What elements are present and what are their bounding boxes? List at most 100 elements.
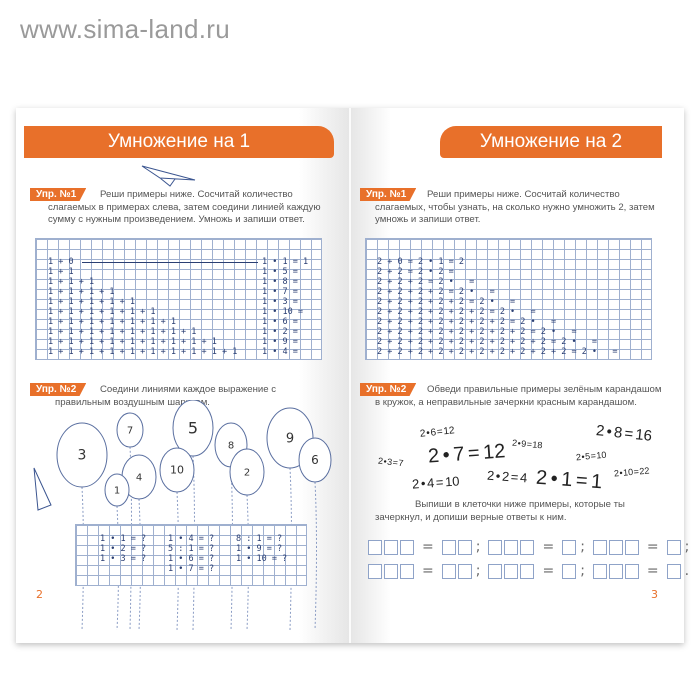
row: 1 • 4 = bbox=[262, 347, 298, 357]
exercise-tag: Упр. №1 bbox=[30, 188, 87, 201]
answer-box[interactable] bbox=[562, 563, 577, 579]
balloon-number: 4 bbox=[136, 472, 142, 483]
answer-box[interactable] bbox=[592, 539, 607, 555]
row: 2 + 2 + 2 + 2 = 2 • = bbox=[377, 287, 495, 297]
answer-box[interactable] bbox=[488, 563, 503, 579]
balloon-number: 2 bbox=[244, 467, 250, 478]
balloon-string bbox=[246, 494, 249, 630]
row: 8 : 1 = ? bbox=[236, 534, 283, 544]
row: 1 + 0 bbox=[48, 257, 74, 267]
exercise-tag: Упр. №1 bbox=[360, 188, 417, 201]
answer-box[interactable] bbox=[457, 563, 472, 579]
answer-box[interactable] bbox=[488, 539, 503, 555]
separator: ; bbox=[580, 539, 585, 555]
answer-box[interactable] bbox=[368, 563, 382, 579]
page-title: Умножение на 2 bbox=[440, 126, 662, 158]
row: 2 + 2 + 2 + 2 + 2 + 2 + 2 + 2 = 2 • = bbox=[377, 327, 577, 337]
row: 1 • 1 = ? bbox=[100, 534, 147, 544]
row: 1 • 5 = bbox=[262, 267, 298, 277]
row: 2 + 0 = 2 • 1 = 2 bbox=[377, 257, 464, 267]
row: 5 : 1 = ? bbox=[168, 544, 215, 554]
balloon-shape bbox=[229, 448, 265, 496]
exercise-tag: Упр. №2 bbox=[30, 383, 87, 396]
answer-box[interactable] bbox=[441, 539, 456, 555]
balloon-number: 3 bbox=[78, 448, 87, 464]
balloon[interactable]: 4 bbox=[121, 454, 157, 630]
balloons: 3 7 5 8 9 6 10 4 1 2 bbox=[33, 400, 332, 630]
row: 1 + 1 + 1 bbox=[48, 277, 95, 287]
balloon-shape bbox=[56, 422, 108, 488]
balloon-shape bbox=[298, 437, 332, 483]
row: 1 • 7 = bbox=[262, 287, 298, 297]
answer-box[interactable] bbox=[504, 539, 519, 555]
grid bbox=[35, 238, 322, 360]
row: 1 • 10 = bbox=[262, 307, 303, 317]
row: 2 + 2 + 2 + 2 + 2 + 2 = 2 • = bbox=[377, 307, 536, 317]
answer-box[interactable] bbox=[400, 539, 414, 555]
row: 2 + 2 + 2 + 2 + 2 + 2 + 2 + 2 + 2 = 2 • … bbox=[377, 337, 598, 347]
equals-sign: = bbox=[542, 539, 555, 555]
answer-box[interactable] bbox=[384, 563, 398, 579]
row: 1 + 1 + 1 + 1 + 1 + 1 + 1 + 1 + 1 + 1 bbox=[48, 347, 238, 357]
answer-box[interactable] bbox=[368, 539, 382, 555]
party-hat-icon bbox=[33, 467, 52, 511]
equation[interactable]: 2 • 4 = 10 bbox=[411, 473, 460, 492]
expressions-col: 1 • 4 = ? 5 : 1 = ? 1 • 6 = ? 1 • 7 = ? bbox=[168, 534, 214, 574]
separator: ; bbox=[580, 563, 585, 579]
answer-box[interactable] bbox=[666, 563, 681, 579]
paper-plane-icon bbox=[141, 165, 196, 187]
row: 1 + 1 bbox=[48, 267, 74, 277]
expressions-grid bbox=[75, 524, 307, 586]
exercise-text-2: Выпиши в клеточки ниже примеры, которые … bbox=[375, 499, 625, 523]
balloon-number: 7 bbox=[127, 425, 133, 436]
answer-box[interactable] bbox=[624, 563, 639, 579]
equation[interactable]: 2 • 2 = 4 bbox=[486, 467, 528, 486]
answer-boxes-row[interactable]: =; =; =; bbox=[368, 539, 695, 555]
balloon[interactable]: 5 bbox=[172, 400, 214, 630]
answer-box[interactable] bbox=[504, 563, 519, 579]
balloon-number: 10 bbox=[170, 464, 184, 477]
balloon[interactable]: 6 bbox=[298, 437, 332, 630]
answer-box[interactable] bbox=[457, 539, 472, 555]
answer-box[interactable] bbox=[608, 563, 623, 579]
answer-box[interactable] bbox=[592, 563, 607, 579]
answer-box[interactable] bbox=[624, 539, 639, 555]
balloon[interactable]: 2 bbox=[229, 448, 265, 630]
answer-box[interactable] bbox=[608, 539, 623, 555]
equation[interactable]: 2 • 1 = 1 bbox=[535, 466, 603, 494]
row: 1 • 10 = ? bbox=[236, 554, 288, 564]
answer-box[interactable] bbox=[384, 539, 398, 555]
row: 2 + 2 = 2 • 2 = bbox=[377, 267, 454, 277]
answer-box[interactable] bbox=[562, 539, 577, 555]
answer-box[interactable] bbox=[400, 563, 414, 579]
grid bbox=[365, 238, 652, 360]
exercise-text: Реши примеры ниже. Сосчитай количество с… bbox=[375, 189, 655, 225]
answer-box[interactable] bbox=[520, 563, 535, 579]
balloon[interactable]: 3 bbox=[56, 422, 108, 630]
page-number: 2 bbox=[36, 588, 43, 601]
balloon-number: 9 bbox=[286, 431, 294, 446]
equals-sign: = bbox=[646, 539, 659, 555]
answer-box[interactable] bbox=[441, 563, 456, 579]
watermark: www.sima-land.ru bbox=[20, 14, 230, 44]
row: 1 • 1 = 1 bbox=[262, 257, 309, 267]
equation[interactable]: 2 • 7 = 12 bbox=[427, 440, 507, 468]
balloon-string bbox=[138, 498, 141, 630]
row: 1 • 8 = bbox=[262, 277, 298, 287]
balloon[interactable]: 7 bbox=[116, 412, 144, 630]
answer-boxes-row[interactable]: =; =; =. bbox=[368, 563, 695, 579]
answer-box[interactable] bbox=[520, 539, 535, 555]
equals-sign: = bbox=[542, 563, 555, 579]
row: 1 • 4 = ? bbox=[168, 534, 215, 544]
equals-sign: = bbox=[422, 563, 434, 579]
row: 2 + 2 + 2 = 2 • = bbox=[377, 277, 475, 287]
row: 1 • 9 = bbox=[262, 337, 298, 347]
row: 1 + 1 + 1 + 1 + 1 + 1 bbox=[48, 307, 156, 317]
answer-box[interactable] bbox=[666, 539, 681, 555]
connecting-line bbox=[82, 262, 258, 263]
separator: ; bbox=[684, 539, 690, 555]
page-title: Умножение на 1 bbox=[24, 126, 334, 158]
